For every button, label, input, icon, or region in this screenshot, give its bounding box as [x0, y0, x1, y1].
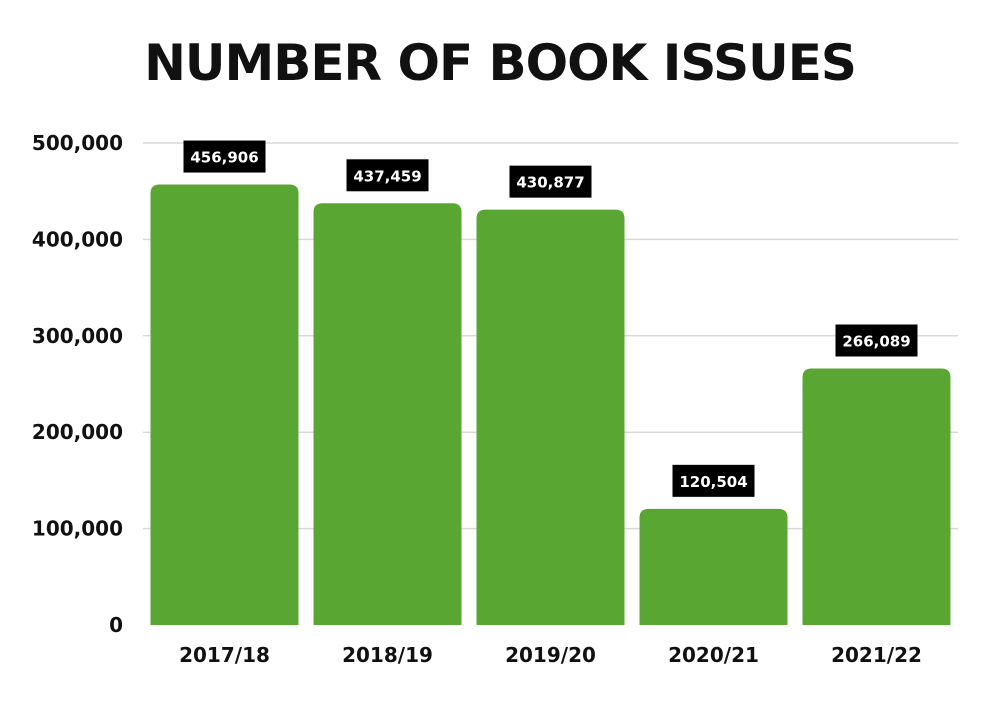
data-label: 430,877: [516, 174, 584, 192]
x-tick-label: 2019/20: [505, 643, 596, 667]
y-tick-label: 400,000: [32, 227, 123, 251]
y-tick-label: 200,000: [32, 420, 123, 444]
x-tick-label: 2017/18: [179, 643, 270, 667]
data-label-box: [835, 324, 918, 357]
y-tick-label: 0: [109, 613, 123, 637]
bar: [802, 368, 951, 625]
chart-title: NUMBER OF BOOK ISSUES: [144, 34, 857, 92]
data-label: 120,504: [679, 473, 747, 491]
x-tick-label: 2018/19: [342, 643, 433, 667]
data-label: 456,906: [190, 149, 258, 167]
bar: [150, 184, 299, 626]
data-label: 437,459: [353, 167, 421, 185]
bar: [639, 508, 788, 625]
data-label-box: [183, 140, 266, 173]
data-label: 266,089: [842, 332, 910, 350]
y-tick-label: 100,000: [32, 517, 123, 541]
data-label-box: [346, 159, 429, 192]
x-tick-label: 2021/22: [831, 643, 922, 667]
bar: [476, 209, 625, 625]
x-tick-label: 2020/21: [668, 643, 759, 667]
bar: [313, 203, 462, 625]
y-tick-label: 500,000: [32, 131, 123, 155]
y-tick-label: 300,000: [32, 324, 123, 348]
data-label-box: [509, 165, 592, 198]
data-label-box: [672, 464, 755, 497]
